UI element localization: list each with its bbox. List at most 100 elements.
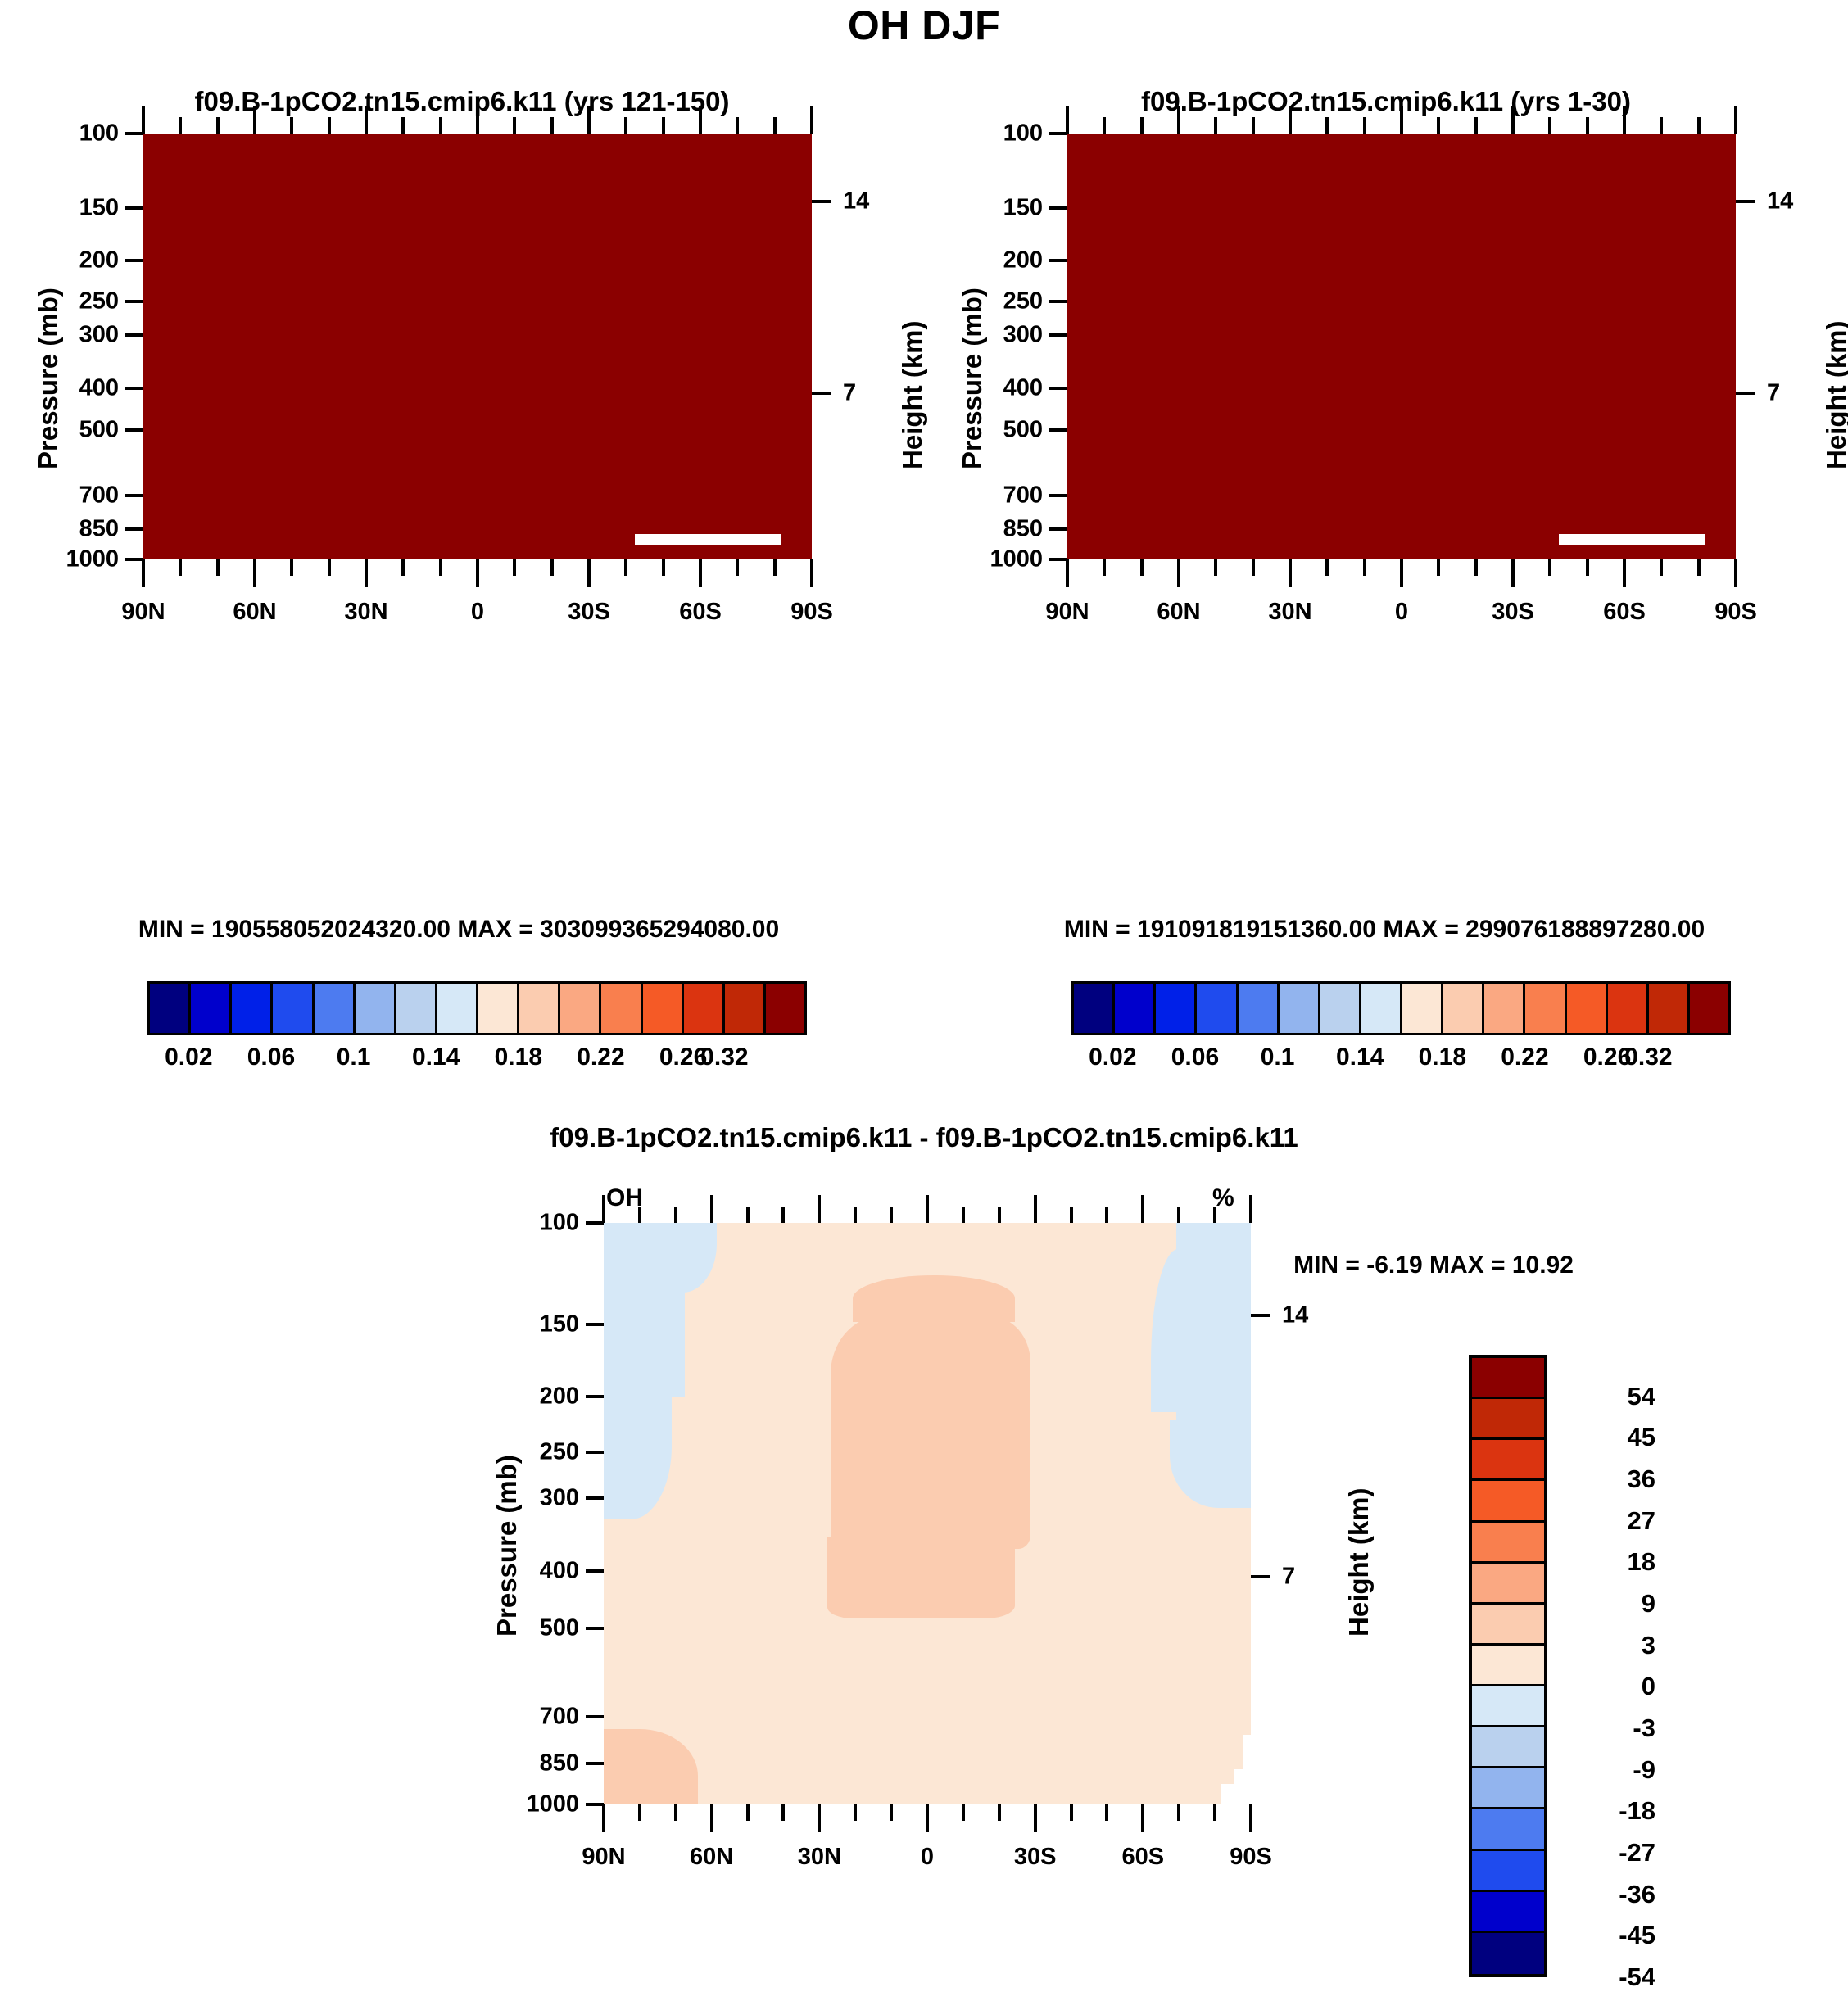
panel-top-right-ytick-label: 250 [1003, 287, 1043, 315]
panel-top-right-y2tick-label: 14 [1767, 188, 1794, 215]
panel-difference-ytick-mark [586, 1715, 604, 1719]
panel-top-left-colorbar-swatch [478, 984, 520, 1033]
panel-difference-colorbar-tick-label: 54 [1627, 1381, 1656, 1410]
panel-top-left-ytick-label: 500 [79, 416, 119, 443]
panel-difference-ytick-label: 250 [539, 1438, 579, 1465]
panel-difference-field-region [827, 1537, 1015, 1618]
panel-top-right-xtick-minor [1437, 559, 1441, 576]
panel-top-right-colorbar-swatch [1238, 984, 1280, 1033]
panel-difference-title: f09.B-1pCO2.tn15.cmip6.k11 - f09.B-1pCO2… [550, 1122, 1298, 1152]
panel-difference-colorbar-tick-label: 27 [1627, 1505, 1656, 1535]
panel-top-right-y2tick-mark [1736, 199, 1755, 203]
panel-top-left-xtick-minor [327, 559, 331, 576]
panel-difference-ytick-mark [586, 1569, 604, 1573]
panel-top-left-xtick-minor-top [550, 117, 554, 134]
panel-top-left-field-region [143, 544, 789, 559]
panel-top-left-colorbar-tick-label: 0.22 [577, 1044, 625, 1071]
panel-difference-xtick-minor-top [637, 1207, 641, 1223]
panel-top-right-colorbar-swatch [1320, 984, 1361, 1033]
panel-top-left-xtick-mark [142, 559, 145, 587]
panel-top-right-colorbar-swatch [1443, 984, 1485, 1033]
panel-difference-xtick-minor [997, 1804, 1001, 1821]
panel-top-right-ytick-label: 400 [1003, 374, 1043, 401]
panel-top-right-xtick-mark-top [1511, 106, 1515, 134]
panel-top-right-colorbar-swatch [1648, 984, 1690, 1033]
panel-difference-xtick-mark [1033, 1804, 1037, 1832]
panel-top-left-colorbar-swatch [437, 984, 478, 1033]
panel-top-right-colorbar-swatch [1689, 984, 1728, 1033]
panel-top-right-colorbar-swatch [1115, 984, 1157, 1033]
panel-top-left-colorbar-labels: 0.02 0.06 0.1 0.14 0.18 0.22 0.26 0.32 [147, 1044, 807, 1080]
panel-difference-colorbar-tick-label: -27 [1619, 1838, 1656, 1867]
panel-top-left-colorbar-tick-label: 0.14 [411, 1044, 460, 1071]
panel-top-left-ytick-mark [125, 428, 143, 432]
panel-top-right-colorbar-swatch [1361, 984, 1402, 1033]
panel-top-right-field-region [1067, 544, 1713, 559]
panel-top-left-colorbar-swatch [519, 984, 561, 1033]
panel-top-left-colorbar-swatch [642, 984, 684, 1033]
panel-difference-colorbar-tick-label: -45 [1619, 1921, 1656, 1950]
panel-top-right-colorbar-swatch [1074, 984, 1116, 1033]
panel-top-right-xtick-minor-top [1585, 117, 1589, 134]
panel-difference-xtick-label: 90S [1230, 1844, 1272, 1870]
panel-difference-colorbar-swatch [1472, 1932, 1544, 1974]
panel-difference-colorbar-tick-label: 18 [1627, 1547, 1656, 1577]
panel-difference-colorbar-swatch [1472, 1850, 1544, 1892]
panel-top-right-colorbar-tick-label: 0.22 [1501, 1044, 1549, 1071]
panel-difference-xtick-minor [745, 1804, 750, 1821]
panel-top-right-ytick-mark [1049, 558, 1067, 561]
panel-difference-xtick-mark-top [1249, 1195, 1252, 1223]
panel-top-right-ytick-label: 150 [1003, 194, 1043, 221]
panel-top-right-xtick-mark-top [1066, 106, 1069, 134]
panel-top-left-colorbar-swatch [560, 984, 602, 1033]
panel-top-left-xtick-minor-top [179, 117, 183, 134]
panel-top-right-colorbar-swatch [1197, 984, 1239, 1033]
panel-top-right-xtick-label: 90S [1714, 599, 1757, 625]
panel-top-right-xtick-label: 30S [1492, 599, 1534, 625]
panel-top-right-colorbar-swatch [1156, 984, 1198, 1033]
panel-top-left-xtick-label: 0 [470, 599, 485, 625]
panel-top-left-xtick-minor-top [290, 117, 294, 134]
panel-top-left-ytick-label: 150 [79, 194, 119, 221]
panel-difference-ytick-mark [586, 1451, 604, 1455]
panel-top-left-ytick-label: 400 [79, 374, 119, 401]
panel-top-left-xtick-minor-top [624, 117, 628, 134]
panel-difference-colorbar-swatch [1472, 1358, 1544, 1400]
panel-difference-xtick-minor-top [1069, 1207, 1073, 1223]
panel-top-left-xtick-mark [365, 559, 368, 587]
panel-difference-xtick-minor [673, 1804, 677, 1821]
panel-top-right-ytick-label: 1000 [990, 546, 1043, 573]
panel-top-left-colorbar-tick-label: 0.06 [247, 1044, 296, 1071]
panel-top-right-xtick-minor-top [1325, 117, 1329, 134]
panel-difference-ytick-label: 150 [539, 1311, 579, 1338]
panel-top-right-xtick-mark [1734, 559, 1737, 587]
panel-top-right-xtick-minor [1362, 559, 1366, 576]
panel-difference-xtick-minor-top [781, 1207, 786, 1223]
panel-top-left-xtick-minor-top [736, 117, 740, 134]
panel-difference-ytick-label: 200 [539, 1383, 579, 1410]
panel-top-left-y-axis-title: Pressure (mb) [33, 287, 63, 469]
panel-top-left-colorbar-tick-label: 0.02 [165, 1044, 213, 1071]
panel-difference-colorbar-swatch [1472, 1809, 1544, 1851]
panel-top-right-title: f09.B-1pCO2.tn15.cmip6.k11 (yrs 1-30) [1141, 86, 1631, 116]
panel-top-left-ytick-mark [125, 493, 143, 497]
panel-difference-xtick-minor-top [1177, 1207, 1181, 1223]
panel-difference-ytick-label: 300 [539, 1484, 579, 1511]
panel-difference-colorbar-tick-label: -18 [1619, 1796, 1656, 1826]
panel-top-right-colorbar-tick-label: 0.06 [1171, 1044, 1220, 1071]
panel-difference-field-region [830, 1315, 1031, 1549]
panel-top-right-minmax-label: MIN = 191091819151360.00 MAX = 299076188… [1063, 916, 1705, 943]
panel-top-left-colorbar-swatch [765, 984, 804, 1033]
panel-top-left-xtick-minor-top [661, 117, 665, 134]
panel-difference-colorbar-swatch [1472, 1604, 1544, 1646]
panel-difference-xtick-minor [1105, 1804, 1109, 1821]
panel-top-left-colorbar-swatch [396, 984, 437, 1033]
panel-top-right-y2-axis-title: Height (km) [1821, 320, 1848, 470]
panel-top-right-ytick-mark [1049, 300, 1067, 304]
panel-top-left-ytick-mark [125, 259, 143, 263]
panel-difference-xtick-label: 30N [797, 1844, 841, 1870]
panel-top-left-colorbar-swatch [232, 984, 274, 1033]
panel-top-left-xtick-minor [550, 559, 554, 576]
panel-top-right-ytick-mark [1049, 428, 1067, 432]
panel-top-right-colorbar-tick-label: 0.26 [1583, 1044, 1632, 1071]
